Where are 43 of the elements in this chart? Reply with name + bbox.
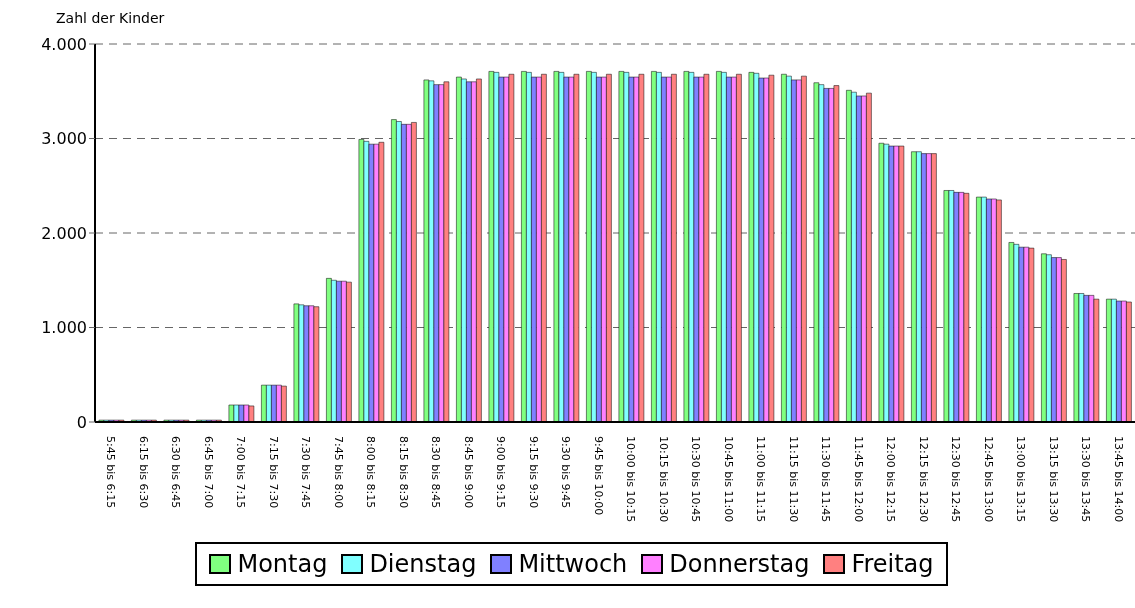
x-tick-label: 5:45 bis 6:15: [104, 436, 118, 509]
x-tick-label: 9:45 bis 10:00: [591, 436, 605, 516]
x-tick-label: 9:15 bis 9:30: [526, 436, 540, 509]
x-tick-label: 7:00 bis 7:15: [234, 436, 248, 509]
x-tick-label: 9:00 bis 9:15: [494, 436, 508, 509]
x-tick-label: 7:45 bis 8:00: [331, 436, 345, 509]
x-tick-label: 12:00 bis 12:15: [884, 436, 898, 523]
x-tick-label: 9:30 bis 9:45: [559, 436, 573, 509]
legend-label: Dienstag: [369, 550, 477, 578]
x-tick-label: 12:15 bis 12:30: [916, 436, 930, 523]
legend-label: Donnerstag: [669, 550, 810, 578]
x-tick-label: 12:45 bis 13:00: [981, 436, 995, 523]
y-tick-label: 1.000: [41, 318, 87, 338]
x-tick-label: 13:00 bis 13:15: [1014, 436, 1028, 523]
x-tick-label: 11:45 bis 12:00: [851, 436, 865, 523]
x-tick-label: 10:00 bis 10:15: [624, 436, 638, 523]
y-axis-title: Zahl der Kinder: [55, 9, 166, 28]
x-tick-label: 10:30 bis 10:45: [689, 436, 703, 523]
x-tick-label: 8:15 bis 8:30: [396, 436, 410, 509]
legend-label: Montag: [237, 550, 328, 578]
y-tick-label: 3.000: [41, 129, 87, 149]
x-tick-label: 6:30 bis 6:45: [169, 436, 183, 509]
x-tick-label: 11:30 bis 11:45: [819, 436, 833, 523]
x-tick-label: 6:15 bis 6:30: [136, 436, 150, 509]
x-tick-label: 13:45 bis 14:00: [1111, 436, 1125, 523]
x-tick-label: 13:15 bis 13:30: [1046, 436, 1060, 523]
y-tick-label: 4.000: [41, 34, 87, 54]
x-tick-label: 7:15 bis 7:30: [266, 436, 280, 509]
x-tick-label: 8:30 bis 8:45: [429, 436, 443, 509]
x-tick-label: 11:00 bis 11:15: [754, 436, 768, 523]
x-tick-label: 8:00 bis 8:15: [364, 436, 378, 509]
y-tick-label: 2.000: [41, 223, 87, 243]
x-tick-label: 12:30 bis 12:45: [949, 436, 963, 523]
x-tick-label: 11:15 bis 11:30: [786, 436, 800, 523]
x-tick-label: 10:45 bis 11:00: [721, 436, 735, 523]
legend-label: Mittwoch: [518, 550, 628, 578]
x-tick-label: 6:45 bis 7:00: [201, 436, 215, 509]
legend-label: Freitag: [851, 550, 934, 578]
x-tick-label: 10:15 bis 10:30: [656, 436, 670, 523]
x-tick-label: 7:30 bis 7:45: [299, 436, 313, 509]
x-tick-label: 13:30 bis 13:45: [1079, 436, 1093, 523]
y-tick-label: 0: [76, 412, 87, 432]
x-tick-label: 8:45 bis 9:00: [461, 436, 475, 509]
